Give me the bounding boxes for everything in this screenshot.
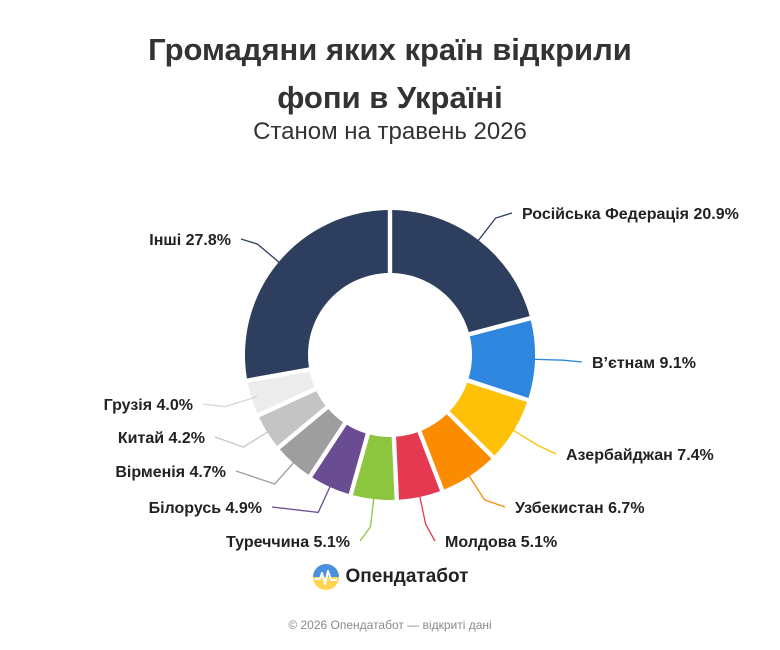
footer-credit: © 2026 Опендатабот — відкриті дані: [288, 618, 492, 632]
slice-label-5: Туреччина 5.1%: [226, 534, 350, 551]
slice-label-9: Грузія 4.0%: [104, 397, 193, 414]
leader-line-7: [235, 458, 298, 485]
leader-line-4: [418, 490, 436, 542]
slice-label-8: Китай 4.2%: [118, 430, 205, 447]
leader-line-8: [214, 428, 273, 448]
chart-title: Громадяни яких країн відкрили фопи в Укр…: [0, 26, 780, 122]
chart-title-line-2: фопи в Україні: [277, 80, 503, 115]
donut-slice-3: [421, 414, 492, 490]
leader-line-0: [474, 212, 513, 246]
brand-name: Опендатабот: [345, 566, 469, 587]
slice-label-6: Білорусь 4.9%: [149, 500, 262, 517]
slice-label-2: Азербайджан 7.4%: [566, 447, 714, 464]
slice-label-3: Узбекистан 6.7%: [515, 500, 645, 517]
leader-line-3: [465, 471, 506, 508]
donut-slice-10: [245, 210, 388, 379]
donut-slice-1: [468, 320, 536, 398]
donut-slice-2: [449, 382, 528, 456]
leader-line-6: [271, 481, 333, 514]
chart-subtitle: Станом на травень 2026: [253, 118, 527, 145]
donut-slice-4: [396, 432, 441, 500]
opendatabot-logo-icon: [312, 564, 339, 590]
donut-slice-9: [247, 371, 315, 414]
donut-slice-5: [352, 434, 395, 500]
slice-label-7: Вірменія 4.7%: [115, 464, 226, 481]
leader-line-1: [528, 358, 583, 363]
leader-line-10: [240, 238, 284, 267]
donut-chart: Російська Федерація 20.9% В’єтнам 9.1% Азе…: [104, 206, 739, 551]
slice-label-1: В’єтнам 9.1%: [592, 355, 696, 372]
donut-slice-8: [259, 391, 326, 446]
slice-label-10: Інші 27.8%: [149, 232, 231, 249]
leader-line-9: [202, 395, 258, 408]
leader-line-5: [359, 493, 375, 542]
donut-slice-6: [312, 424, 366, 494]
slice-label-0: Російська Федерація 20.9%: [522, 206, 739, 223]
donut-slice-0: [392, 210, 530, 333]
slice-label-4: Молдова 5.1%: [445, 534, 557, 551]
donut-slice-7: [279, 409, 344, 475]
leader-line-2: [508, 426, 557, 455]
chart-title-line-1: Громадяни яких країн відкрили: [148, 32, 632, 67]
brand: Опендатабот: [0, 563, 780, 591]
